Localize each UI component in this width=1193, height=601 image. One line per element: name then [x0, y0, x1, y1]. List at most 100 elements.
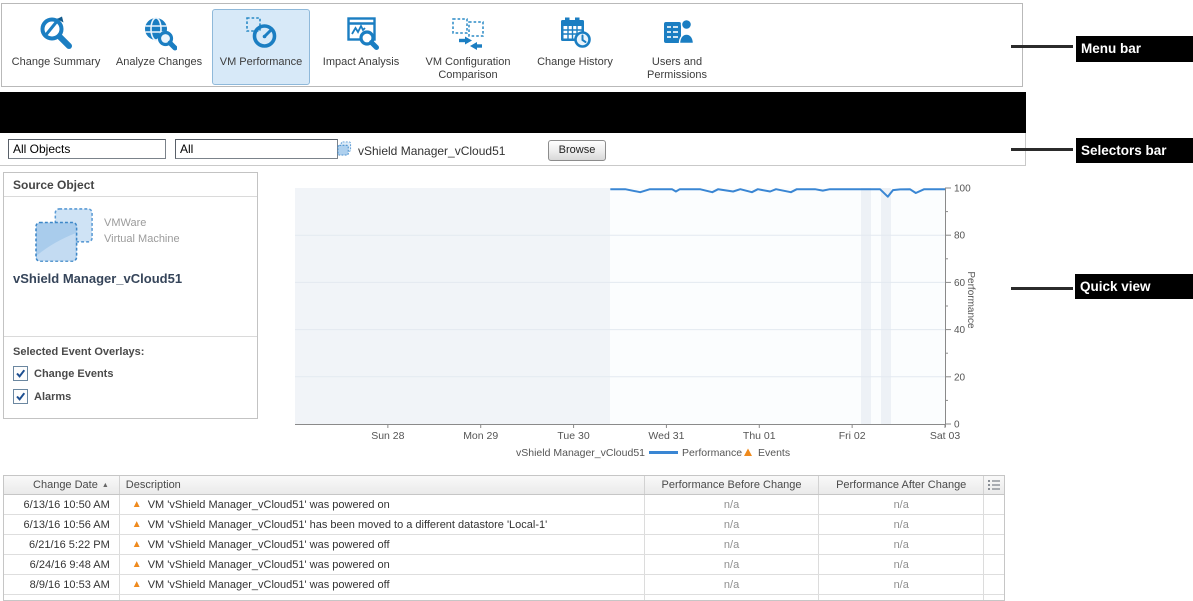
- menu-item-label: Change History: [537, 56, 613, 68]
- legend-events-label: Events: [758, 447, 790, 459]
- table-row[interactable]: 6/21/16 5:22 PM ▲ VM 'vShield Manager_vClo…: [4, 535, 1004, 555]
- column-header-description[interactable]: Description: [120, 476, 645, 494]
- description-text: VM 'vShield Manager_vCloud51' was powere…: [147, 558, 390, 571]
- change-summary-icon: [38, 14, 74, 52]
- warning-icon: ▲: [131, 579, 142, 590]
- svg-text:Tue 30: Tue 30: [557, 430, 589, 442]
- sort-asc-icon: ▲: [101, 481, 109, 489]
- column-header-label: Description: [125, 479, 181, 491]
- analyze-changes-icon: [141, 14, 177, 52]
- table-row[interactable]: 6/13/16 10:56 AM ▲ VM 'vShield Manager_vCl…: [4, 515, 1004, 535]
- svg-text:20: 20: [954, 372, 966, 383]
- menu-item-change-summary[interactable]: Change Summary: [6, 9, 106, 85]
- table-header-row: Change Date ▲ Description Performance Be…: [4, 476, 1004, 495]
- column-header-label: Change Date: [33, 479, 98, 491]
- cell-description: ▲ VM 'vShield Manager_vCloud51' was power…: [120, 495, 645, 514]
- cell-change-date: 8/9/16 10:53 AM: [4, 575, 120, 594]
- performance-chart[interactable]: 0 20 40 60 80 100 Sun 28 Mon 29 Tue 30 Wed 31 Thu …: [290, 180, 995, 465]
- cell-performance-after: n/a: [819, 555, 985, 574]
- object-type-label: VMWare Virtual Machine: [104, 217, 180, 245]
- legend-object-name: vShield Manager_vCloud51: [516, 447, 645, 459]
- menu-item-analyze-changes[interactable]: Analyze Changes: [108, 9, 210, 85]
- checkbox-alarms[interactable]: [13, 389, 28, 404]
- cell-description: ▲ VM 'vShield Manager_vCloud51' was power…: [120, 555, 645, 574]
- source-object-name: vShield Manager_vCloud51: [13, 271, 183, 286]
- cell-change-date: 6/24/16 9:48 AM: [4, 555, 120, 574]
- checkbox-change-events[interactable]: [13, 366, 28, 381]
- cell-performance-before: n/a: [645, 515, 820, 534]
- table-row[interactable]: 8/9/16 10:53 AM ▲ VM 'vShield Manager_vClo…: [4, 575, 1004, 595]
- black-banner: [0, 92, 1026, 133]
- menu-item-label: Impact Analysis: [322, 56, 400, 68]
- selectors-bar-callout-line: [1011, 148, 1073, 151]
- svg-text:Thu 01: Thu 01: [743, 430, 776, 442]
- selected-object-label: vShield Manager_vCloud51: [358, 144, 506, 158]
- legend-series-label: Performance: [682, 447, 742, 459]
- checkbox-label: Change Events: [34, 367, 114, 380]
- menu-bar-callout-line: [1011, 45, 1073, 48]
- chart-highlight-band: [881, 188, 891, 424]
- menu-item-label: Users and Permissions: [647, 56, 707, 81]
- svg-text:40: 40: [954, 325, 966, 336]
- menu-item-label: Analyze Changes: [115, 56, 203, 68]
- column-chooser-icon[interactable]: [984, 476, 1004, 494]
- svg-text:Sat 03: Sat 03: [930, 430, 961, 442]
- menu-item-vm-performance[interactable]: VM Performance: [212, 9, 310, 85]
- cell-performance-before: n/a: [645, 535, 820, 554]
- overlay-checkbox-row: Change Events: [13, 366, 113, 381]
- table-row-partial: [4, 595, 1004, 600]
- menu-item-impact-analysis[interactable]: Impact Analysis: [312, 9, 410, 85]
- object-scope-input[interactable]: [8, 139, 166, 159]
- cell-performance-after: n/a: [819, 535, 985, 554]
- svg-text:Mon 29: Mon 29: [463, 430, 498, 442]
- checkbox-label: Alarms: [34, 390, 72, 403]
- chart-highlight-band: [861, 188, 871, 424]
- menu-bar: Change Summary Analyze Changes VM Performa…: [1, 3, 1023, 87]
- cell-change-date: 6/13/16 10:50 AM: [4, 495, 120, 514]
- column-header-performance-after[interactable]: Performance After Change: [819, 476, 985, 494]
- table-row[interactable]: 6/13/16 10:50 AM ▲ VM 'vShield Manager_vCl…: [4, 495, 1004, 515]
- performance-line-series: [610, 188, 945, 198]
- column-header-label: Performance Before Change: [661, 479, 802, 491]
- column-header-performance-before[interactable]: Performance Before Change: [645, 476, 820, 494]
- menu-items: Change Summary Analyze Changes VM Performa…: [6, 9, 730, 85]
- cell-change-date: 6/21/16 5:22 PM: [4, 535, 120, 554]
- vm-config-comparison-icon: [450, 14, 486, 52]
- overlays-heading: Selected Event Overlays:: [13, 346, 145, 358]
- cell-spacer: [984, 575, 1004, 594]
- cell-description: ▲ VM 'vShield Manager_vCloud51' was power…: [120, 535, 645, 554]
- menu-item-label: Change Summary: [11, 56, 101, 68]
- warning-icon: ▲: [131, 519, 142, 530]
- cell-spacer: [984, 535, 1004, 554]
- menu-item-users-and-permissions[interactable]: Users and Permissions: [626, 9, 728, 85]
- cell-spacer: [984, 495, 1004, 514]
- change-events-table: Change Date ▲ Description Performance Be…: [3, 475, 1005, 601]
- cell-performance-after: n/a: [819, 495, 985, 514]
- svg-text:60: 60: [954, 278, 966, 289]
- browse-button[interactable]: Browse: [548, 140, 606, 161]
- selectors-bar: vShield Manager_vCloud51 Browse: [0, 133, 1026, 166]
- object-filter-input[interactable]: [175, 139, 338, 159]
- quick-view-callout: Quick view: [1075, 274, 1193, 299]
- menu-item-label: VM Performance: [219, 56, 303, 68]
- warning-icon: ▲: [131, 559, 142, 570]
- y-axis-title: Performance: [965, 271, 976, 329]
- chart-axes: 0 20 40 60 80 100 Sun 28 Mon 29 Tue 30 Wed 31 Thu …: [371, 184, 971, 443]
- cell-performance-before: n/a: [645, 575, 820, 594]
- cell-spacer: [984, 515, 1004, 534]
- menu-item-vm-configuration-comparison[interactable]: VM Configuration Comparison: [412, 9, 524, 85]
- table-body: 6/13/16 10:50 AM ▲ VM 'vShield Manager_vCl…: [4, 495, 1004, 595]
- cell-performance-after: n/a: [819, 515, 985, 534]
- description-text: VM 'vShield Manager_vCloud51' has been m…: [147, 518, 548, 531]
- chart-data-background: [610, 188, 945, 424]
- column-header-change-date[interactable]: Change Date ▲: [4, 476, 120, 494]
- cell-description: ▲ VM 'vShield Manager_vCloud51' has been …: [120, 515, 645, 534]
- svg-text:100: 100: [954, 184, 971, 195]
- chart-gridlines: [295, 234, 945, 378]
- menu-item-label: VM Configuration Comparison: [425, 56, 511, 81]
- svg-text:Fri 02: Fri 02: [839, 430, 866, 442]
- users-permissions-icon: [659, 14, 695, 52]
- menu-item-change-history[interactable]: Change History: [526, 9, 624, 85]
- table-row[interactable]: 6/24/16 9:48 AM ▲ VM 'vShield Manager_vClo…: [4, 555, 1004, 575]
- description-text: VM 'vShield Manager_vCloud51' was powere…: [147, 538, 390, 551]
